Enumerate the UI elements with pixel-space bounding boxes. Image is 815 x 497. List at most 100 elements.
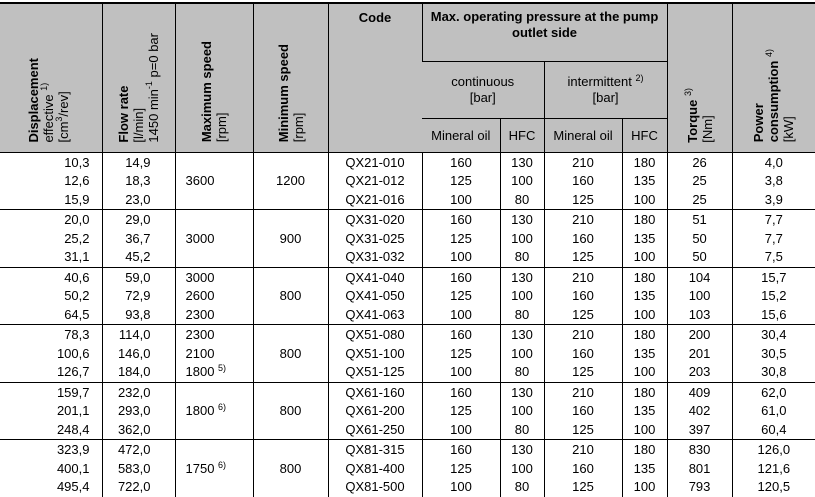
- max-speed-cell: 2600: [174, 287, 253, 306]
- intermittent-hfc-cell-value: 135: [633, 173, 656, 189]
- intermittent-mineral-oil-cell-value: 160: [572, 230, 594, 246]
- continuous-hfc-cell-value: 130: [511, 327, 533, 343]
- power-cell-value: 3,9: [764, 191, 783, 207]
- torque-cell: 397: [666, 420, 733, 440]
- header-intermittent-hfc: HFC: [621, 118, 668, 153]
- continuous-hfc-cell: 130: [499, 209, 544, 230]
- intermittent-mineral-oil-cell: 160: [543, 459, 622, 478]
- table-row: 50,2 72,9 2600 800 QX41-050 125 100 160 135 100 1…: [0, 287, 815, 306]
- max-speed-cell-value: 1750: [185, 460, 215, 476]
- intermittent-hfc-cell: 135: [621, 459, 668, 478]
- intermittent-hfc-cell: 100: [621, 190, 668, 210]
- intermittent-mineral-oil-cell: 210: [543, 381, 622, 402]
- displacement-cell: 31,1: [0, 248, 102, 267]
- torque-cell: 104: [666, 266, 733, 287]
- power-cell-value: 7,7: [764, 212, 783, 228]
- intermittent-mineral-oil-cell-value: 125: [572, 191, 594, 207]
- displacement-cell-value: 31,1: [64, 249, 90, 265]
- power-cell: 30,8: [731, 363, 815, 382]
- max-speed-cell-value: 2600: [185, 288, 215, 304]
- flow-rate-cell: 36,7: [101, 229, 175, 248]
- flow-rate-cell-value: 293,0: [117, 403, 151, 419]
- min-speed-cell: [252, 439, 328, 460]
- intermittent-mineral-oil-cell-value: 160: [572, 460, 594, 476]
- code-cell: QX51-100: [327, 344, 422, 363]
- intermittent-mineral-oil-cell: 160: [543, 172, 622, 191]
- power-cell-value: 30,5: [761, 345, 787, 361]
- table-row: 10,3 14,9 QX21-010 160 130 210 180 26 4,0: [0, 152, 815, 172]
- intermittent-mineral-oil-cell: 160: [543, 229, 622, 248]
- torque-cell: 830: [666, 439, 733, 460]
- min-speed-cell: [252, 478, 328, 497]
- header-intermittent: intermittent 2) [bar]: [543, 61, 668, 119]
- power-cell-value: 30,4: [761, 327, 787, 343]
- flow-rate-cell: 14,9: [101, 152, 175, 172]
- intermittent-hfc-cell: 180: [621, 209, 668, 230]
- code-cell: QX21-012: [327, 172, 422, 191]
- continuous-mineral-oil-cell-value: 100: [450, 306, 472, 322]
- power-cell-value: 7,5: [764, 249, 783, 265]
- flow-rate-cell-value: 29,0: [125, 212, 151, 228]
- continuous-hfc-cell: 130: [499, 324, 544, 345]
- max-speed-cell: 3600: [174, 172, 253, 191]
- continuous-hfc-cell-value: 130: [511, 212, 533, 228]
- header-max-speed: Maximum speed [rpm]: [174, 2, 253, 153]
- continuous-mineral-oil-cell-value: 125: [450, 345, 472, 361]
- max-speed-cell-value: 1800: [185, 364, 215, 380]
- max-speed-cell-value: 1800: [185, 403, 215, 419]
- continuous-mineral-oil-cell-value: 100: [450, 421, 472, 437]
- header-torque: Torque 3) [Nm]: [666, 2, 733, 153]
- displacement-cell: 40,6: [0, 266, 102, 287]
- displacement-cell-value: 25,2: [64, 230, 90, 246]
- displacement-cell: 64,5: [0, 306, 102, 325]
- intermittent-hfc-cell: 135: [621, 172, 668, 191]
- continuous-hfc-cell: 80: [499, 248, 544, 267]
- flow-rate-cell-value: 14,9: [125, 154, 151, 170]
- continuous-hfc-cell: 80: [499, 363, 544, 382]
- power-cell: 7,7: [731, 229, 815, 248]
- code-cell: QX81-315: [327, 439, 422, 460]
- torque-cell-value: 830: [688, 442, 711, 458]
- table-row: 201,1 293,0 1800 6) 800 QX61-200 125 100 160 135…: [0, 402, 815, 421]
- continuous-hfc-cell-value: 80: [514, 191, 530, 207]
- intermittent-mineral-oil-cell: 210: [543, 209, 622, 230]
- torque-cell-value: 793: [688, 479, 711, 495]
- displacement-cell: 78,3: [0, 324, 102, 345]
- continuous-hfc-cell: 100: [499, 287, 544, 306]
- intermittent-mineral-oil-cell: 160: [543, 344, 622, 363]
- intermittent-hfc-cell-value: 100: [633, 249, 656, 265]
- continuous-hfc-cell-value: 80: [514, 364, 530, 380]
- intermittent-hfc-cell: 100: [621, 305, 668, 325]
- continuous-mineral-oil-cell-value: 160: [450, 327, 472, 343]
- code-cell-value: QX21-012: [345, 173, 405, 189]
- min-speed-cell-value: 800: [279, 288, 302, 304]
- min-speed-cell: [252, 266, 328, 287]
- code-cell-value: QX51-125: [345, 364, 405, 380]
- flow-rate-cell: 583,0: [101, 459, 175, 478]
- intermittent-mineral-oil-cell-value: 125: [572, 364, 594, 380]
- power-cell-value: 4,0: [764, 154, 783, 170]
- flow-rate-cell: 362,0: [101, 420, 175, 440]
- intermittent-mineral-oil-cell-value: 125: [572, 479, 594, 495]
- table-row: 100,6 146,0 2100 800 QX51-100 125 100 160 135 20…: [0, 344, 815, 363]
- intermittent-mineral-oil-cell: 160: [543, 402, 622, 421]
- continuous-mineral-oil-cell-value: 160: [450, 154, 472, 170]
- min-speed-cell: 800: [252, 344, 328, 363]
- code-cell: QX21-010: [327, 152, 422, 172]
- intermittent-mineral-oil-cell: 125: [543, 248, 622, 267]
- displacement-cell: 12,6: [0, 172, 102, 191]
- max-speed-cell-value: 3600: [185, 173, 215, 189]
- intermittent-hfc-cell: 100: [621, 478, 668, 497]
- continuous-mineral-oil-cell-value: 100: [450, 249, 472, 265]
- continuous-mineral-oil-cell: 160: [421, 266, 500, 287]
- intermittent-mineral-oil-cell-value: 160: [572, 173, 594, 189]
- intermittent-mineral-oil-cell-value: 160: [572, 288, 594, 304]
- min-speed-cell: 1200: [252, 172, 328, 191]
- flow-rate-cell-value: 232,0: [117, 384, 151, 400]
- table-row: 126,7 184,0 1800 5) QX51-125 100 80 125 100 203 3…: [0, 363, 815, 382]
- flow-rate-cell-value: 722,0: [117, 479, 151, 495]
- intermittent-hfc-cell-value: 100: [633, 479, 656, 495]
- displacement-cell-value: 100,6: [56, 345, 90, 361]
- flow-rate-cell: 114,0: [101, 324, 175, 345]
- intermittent-hfc-cell-value: 180: [633, 212, 656, 228]
